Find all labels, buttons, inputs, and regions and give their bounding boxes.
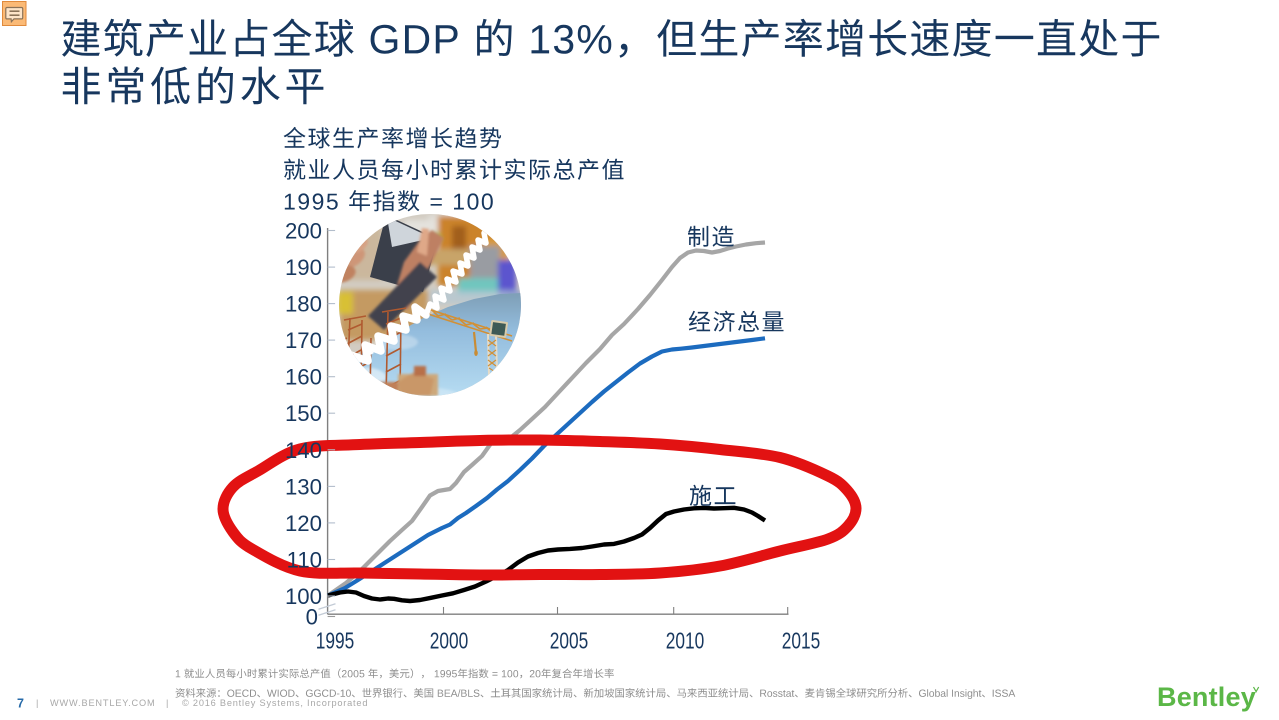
svg-text:160: 160 (285, 365, 322, 390)
svg-text:150: 150 (285, 401, 322, 426)
svg-text:190: 190 (285, 255, 322, 280)
svg-text:180: 180 (285, 292, 322, 317)
svg-text:2000: 2000 (430, 628, 469, 654)
svg-text:2005: 2005 (550, 628, 589, 654)
svg-text:120: 120 (285, 511, 322, 536)
svg-text:200: 200 (285, 219, 322, 244)
svg-text:Bentley: Bentley (1157, 682, 1256, 712)
svg-text:100: 100 (285, 584, 322, 609)
svg-text:170: 170 (285, 328, 322, 353)
svg-text:0: 0 (306, 605, 318, 630)
svg-text:140: 140 (285, 438, 322, 463)
svg-text:|: | (166, 698, 169, 708)
svg-text:7: 7 (17, 697, 24, 711)
svg-text:110: 110 (287, 548, 322, 573)
svg-text:|: | (36, 698, 39, 708)
svg-text:130: 130 (285, 474, 322, 499)
svg-text:2015: 2015 (782, 628, 821, 654)
svg-text:© 2016 Bentley Systems, Incorp: © 2016 Bentley Systems, Incorporated (182, 698, 368, 708)
svg-text:1995: 1995 (316, 628, 355, 654)
svg-text:2010: 2010 (666, 628, 705, 654)
svg-text:WWW.BENTLEY.COM: WWW.BENTLEY.COM (50, 698, 155, 708)
